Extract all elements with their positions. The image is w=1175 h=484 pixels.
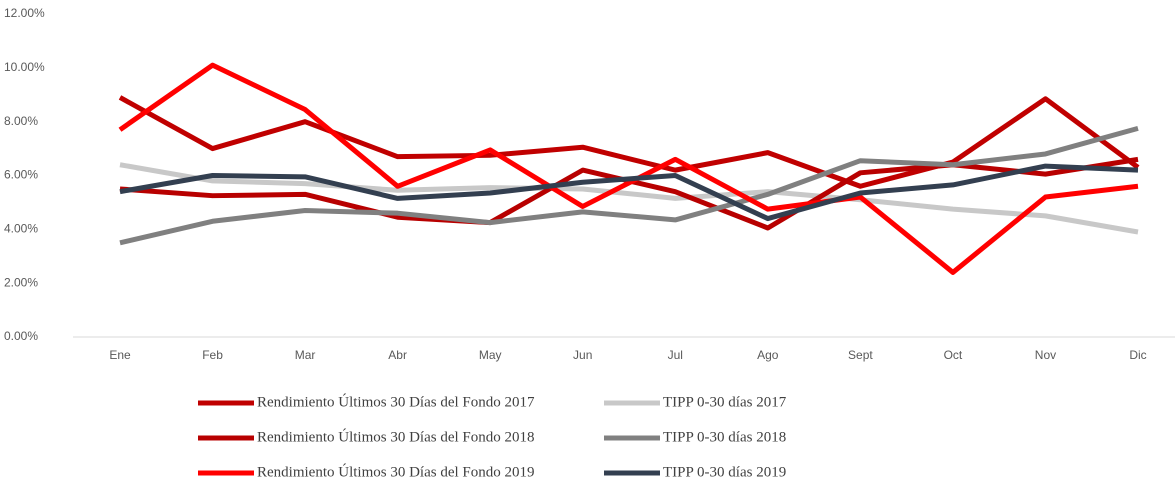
x-tick-label: Jun [573,348,592,362]
x-tick-label: Sept [848,348,873,362]
x-tick-label: Mar [295,348,316,362]
x-tick-label: Ene [109,348,131,362]
legend-label: TIPP 0-30 días 2019 [663,464,786,480]
x-tick-label: Abr [388,348,407,362]
x-tick-label: Nov [1035,348,1056,362]
series-line [119,163,1139,222]
legend-label: TIPP 0-30 días 2018 [663,429,786,445]
y-tick-label: 4.00% [4,222,38,236]
x-tick-label: Oct [944,348,963,362]
series-line [119,125,1139,246]
legend-label: TIPP 0-30 días 2017 [663,394,787,410]
legend-label: Rendimiento Últimos 30 Días del Fondo 20… [257,463,535,480]
y-tick-label: 10.00% [4,60,45,74]
series-line [118,95,1140,189]
y-tick-label: 12.00% [4,6,45,20]
y-tick-label: 8.00% [4,114,38,128]
series-line [118,62,1139,275]
x-tick-label: Jul [668,348,683,362]
x-tick-label: Feb [202,348,223,362]
y-tick-label: 6.00% [4,168,38,182]
x-tick-label: Ago [757,348,779,362]
legend-label: Rendimiento Últimos 30 Días del Fondo 20… [257,393,535,410]
x-tick-label: May [479,348,502,362]
y-tick-label: 2.00% [4,275,38,289]
legend-label: Rendimiento Últimos 30 Días del Fondo 20… [257,428,535,445]
y-tick-label: 0.00% [4,329,38,343]
series-line [119,162,1139,235]
x-tick-label: Dic [1129,348,1146,362]
